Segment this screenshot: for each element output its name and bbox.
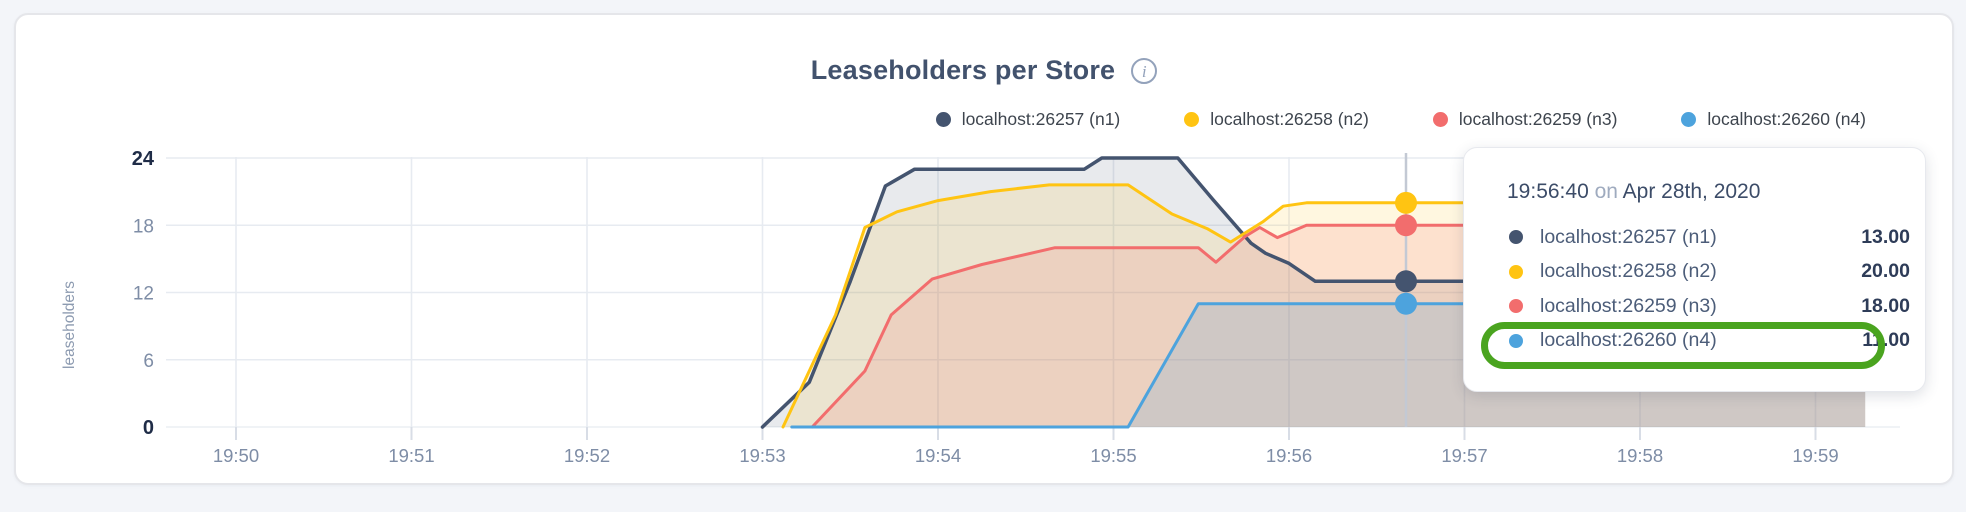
series-dot-icon [1509,264,1523,279]
x-tick-label: 19:53 [739,445,785,466]
x-tick-label: 19:56 [1266,445,1312,466]
tooltip-row-value: 13.00 [1861,225,1910,248]
legend-dot-icon [1432,112,1448,127]
series-dot-icon [1509,333,1523,348]
tooltip-row-n2: localhost:26258 (n2) 20.00 [1464,255,1910,290]
legend-item-n4[interactable]: localhost:26260 (n4) [1681,109,1866,130]
tooltip-date: Apr 28th, 2020 [1622,180,1761,203]
hover-tooltip: 19:56:40 on Apr 28th, 2020 localhost:262… [1463,147,1926,392]
series-line-n2 [781,183,1867,429]
tooltip-row-n1: localhost:26257 (n1) 13.00 [1464,220,1910,255]
series-dot-icon [1509,230,1523,245]
series-line-n1 [760,156,1867,429]
legend-label: localhost:26260 (n4) [1707,109,1866,129]
tooltip-row-value: 18.00 [1861,294,1910,317]
legend-label: localhost:26257 (n1) [961,109,1121,129]
x-tick-label: 19:55 [1090,445,1136,466]
axis-labels: 0 6 12 18 24 19:50 19:51 19:52 19:53 19:54 19:55 19… [61,148,1839,466]
chart-card: 0 6 12 18 24 19:50 19:51 19:52 19:53 19:54 19:55 19… [14,13,1954,485]
info-icon[interactable]: i [1131,57,1158,84]
tooltip-row-label: localhost:26257 (n1) [1540,225,1717,248]
legend-dot-icon [935,112,951,127]
legend-dot-icon [1184,112,1200,127]
x-tick-label: 19:59 [1792,445,1838,466]
series-line-n3 [810,223,1867,429]
tooltip-row-value: 20.00 [1861,260,1910,283]
hover-dot-n3 [1395,214,1417,237]
hover-dot-n2 [1395,191,1417,214]
tooltip-row-value: 11.00 [1862,329,1910,352]
tooltip-on-word: on [1594,180,1618,203]
y-axis-title: leaseholders [61,281,78,369]
y-tick-label: 6 [143,351,154,372]
chart-header: Leaseholders per Store i [16,55,1952,86]
legend-item-n2[interactable]: localhost:26258 (n2) [1184,109,1369,130]
x-tick-label: 19:50 [213,445,259,466]
hover-dot-n1 [1395,270,1417,293]
legend-label: localhost:26259 (n3) [1458,109,1618,129]
x-tick-label: 19:52 [564,445,610,466]
legend-dot-icon [1681,112,1697,127]
x-tick-label: 19:54 [915,445,961,466]
y-tick-label: 0 [143,417,154,439]
y-tick-label: 12 [133,284,154,305]
tooltip-row-n4: localhost:26260 (n4) 11.00 [1464,324,1910,359]
legend: localhost:26257 (n1) localhost:26258 (n2… [935,109,1866,130]
tooltip-row-n3: localhost:26259 (n3) 18.00 [1464,289,1910,324]
x-tick-label: 19:51 [388,445,434,466]
tooltip-row-label: localhost:26260 (n4) [1540,329,1717,352]
hover-marker [1395,153,1417,427]
tooltip-row-label: localhost:26259 (n3) [1540,294,1717,317]
series-dot-icon [1509,299,1523,314]
tooltip-time: 19:56:40 [1507,180,1589,203]
legend-item-n1[interactable]: localhost:26257 (n1) [935,109,1121,130]
legend-label: localhost:26258 (n2) [1210,109,1369,129]
tooltip-row-label: localhost:26258 (n2) [1540,260,1717,283]
hover-dot-n4 [1395,292,1417,315]
legend-item-n3[interactable]: localhost:26259 (n3) [1432,109,1618,130]
y-tick-label: 24 [132,148,155,170]
x-tick-label: 19:58 [1617,445,1663,466]
chart-title: Leaseholders per Store [810,55,1116,85]
x-tick-label: 19:57 [1441,445,1487,466]
y-tick-label: 18 [133,216,154,237]
tooltip-timestamp: 19:56:40 on Apr 28th, 2020 [1464,174,1925,210]
